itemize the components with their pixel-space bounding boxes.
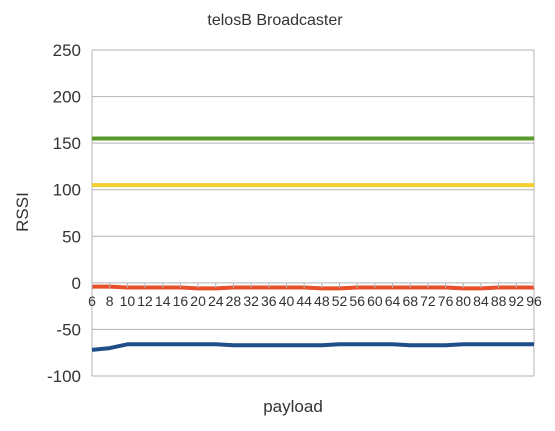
y-tick-label: 100: [53, 181, 81, 200]
x-tick-label: 14: [155, 293, 171, 309]
x-tick-label: 88: [491, 293, 507, 309]
x-tick-label: 68: [402, 293, 418, 309]
x-tick-label: 28: [226, 293, 242, 309]
x-tick-label: 10: [120, 293, 136, 309]
y-tick-label: 250: [53, 41, 81, 60]
chart-title: telosB Broadcaster: [207, 12, 343, 29]
x-tick-label: 52: [332, 293, 348, 309]
x-tick-label: 36: [261, 293, 277, 309]
x-tick-label: 32: [243, 293, 259, 309]
x-axis-label: payload: [263, 397, 323, 416]
x-tick-label: 40: [279, 293, 295, 309]
y-tick-label: -100: [47, 367, 81, 386]
x-tick-label: 56: [349, 293, 365, 309]
x-tick-label: 92: [509, 293, 525, 309]
y-tick-label: 150: [53, 134, 81, 153]
x-tick-label: 84: [473, 293, 489, 309]
x-tick-label: 24: [208, 293, 224, 309]
x-tick-labels: 6 8 10 12 14 16 20 24 28 32 36 40 44 48 52 56 60 64 68 72 76…: [88, 282, 542, 309]
x-tick-label: 96: [526, 293, 542, 309]
y-tick-label: 200: [53, 88, 81, 107]
x-tick-label: 8: [106, 293, 114, 309]
x-tick-label: 64: [385, 293, 401, 309]
x-tick-label: 6: [88, 293, 96, 309]
series-line-3: [92, 284, 534, 291]
x-tick-label: 12: [137, 293, 153, 309]
x-tick-label: 16: [173, 293, 189, 309]
x-tick-label: 44: [296, 293, 312, 309]
y-tick-labels: -100 -50 0 50 100 150 200 250: [47, 41, 81, 386]
x-tick-label: 80: [455, 293, 471, 309]
y-tick-label: -50: [56, 320, 81, 339]
series-group: [91, 136, 534, 352]
y-axis-label: RSSI: [13, 192, 32, 232]
y-tick-label: 0: [72, 274, 81, 293]
x-tick-label: 20: [190, 293, 206, 309]
y-tick-label: 50: [62, 227, 81, 246]
x-tick-label: 76: [438, 293, 454, 309]
series-line-4: [91, 342, 534, 352]
grid: [91, 49, 535, 377]
x-tick-label: 60: [367, 293, 383, 309]
x-tick-label: 48: [314, 293, 330, 309]
x-tick-label: 72: [420, 293, 436, 309]
